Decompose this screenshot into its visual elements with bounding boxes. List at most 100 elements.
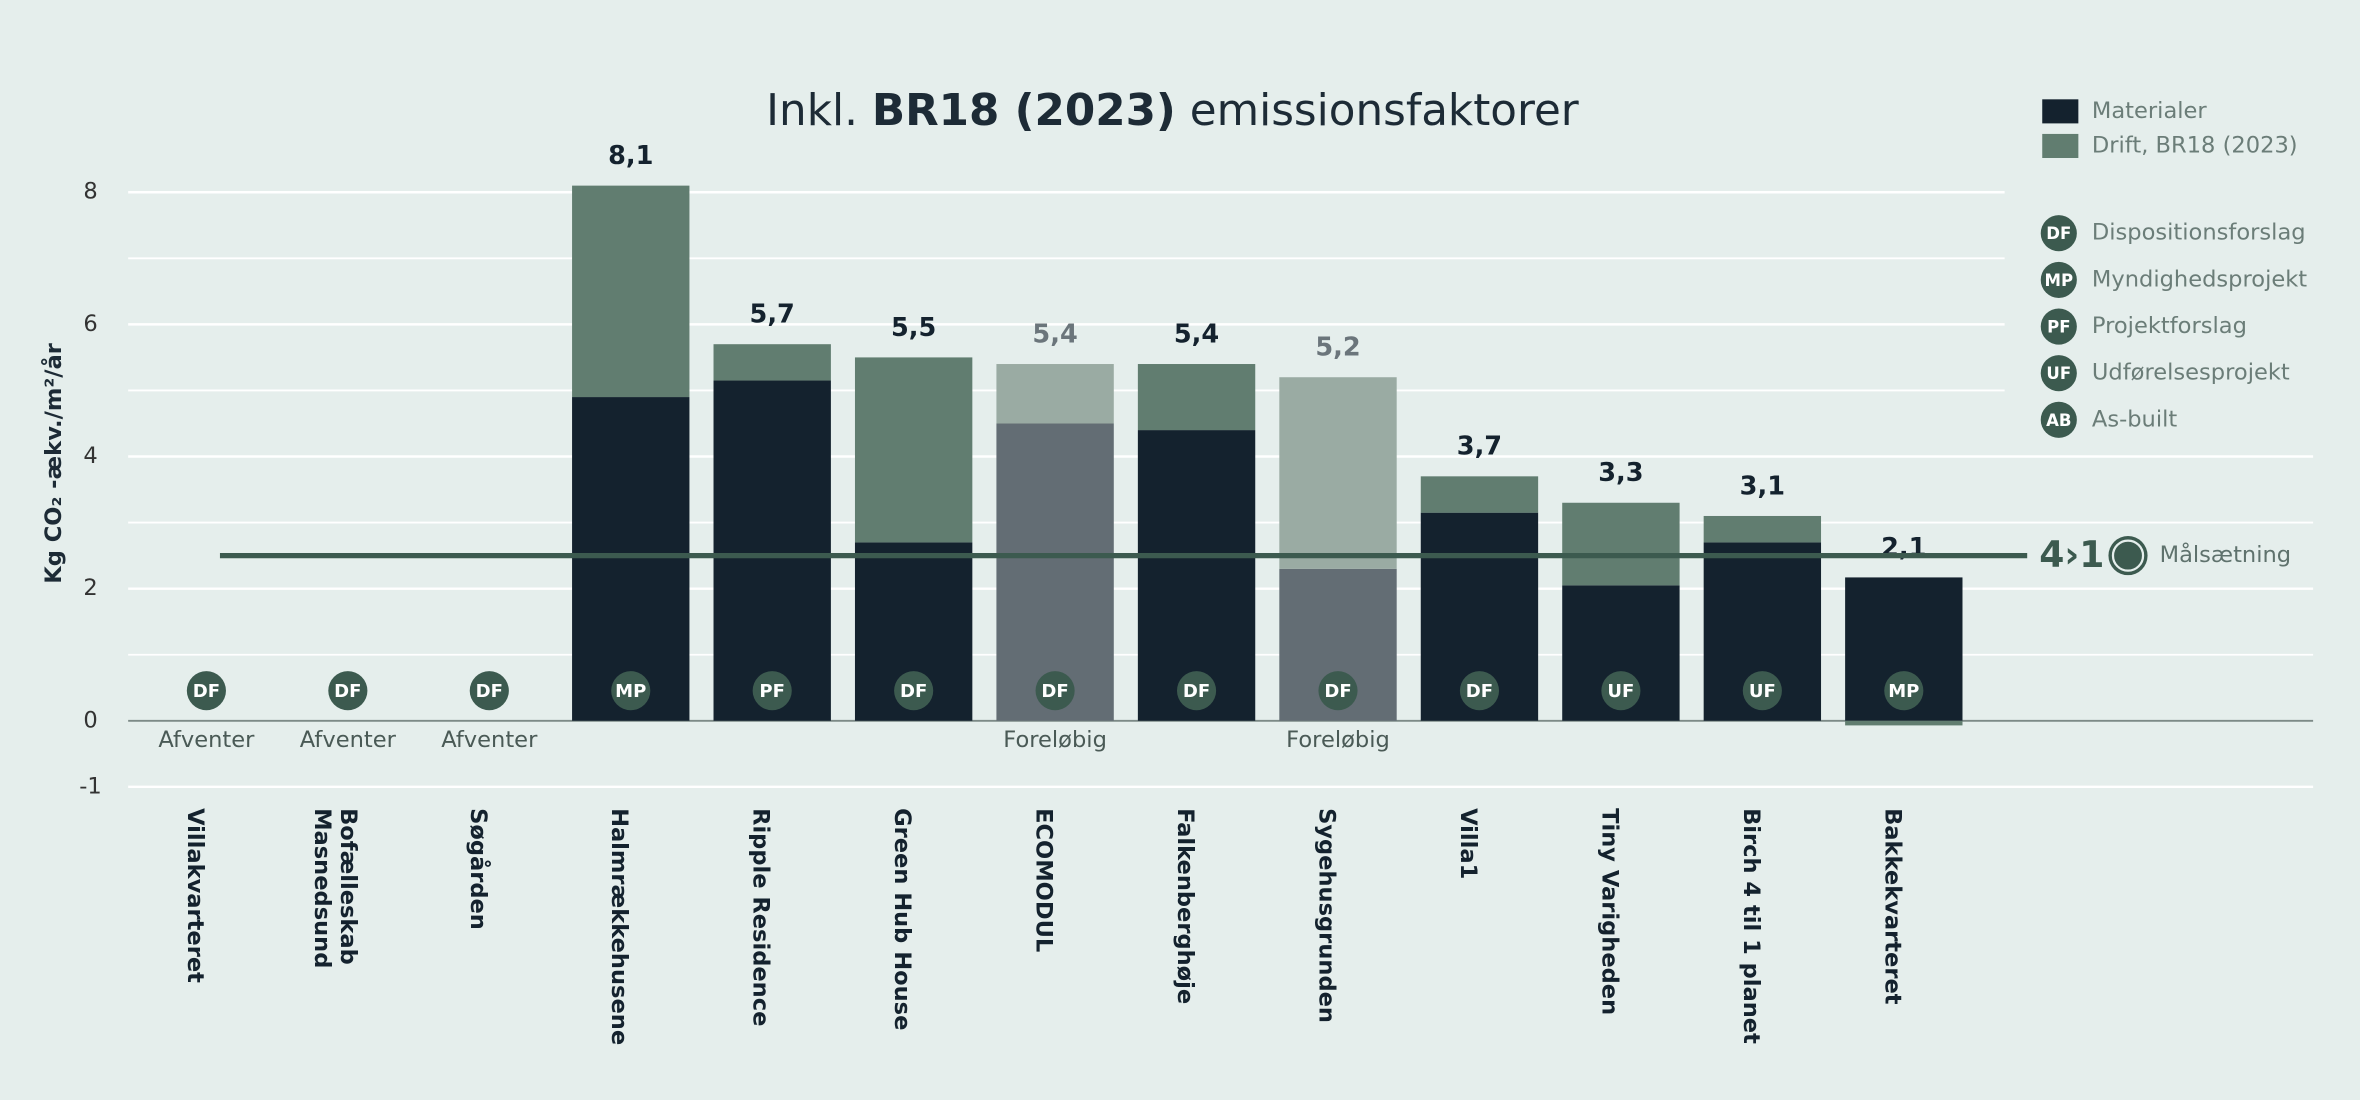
x-tick-label: Halmrækkehusene — [606, 808, 632, 1045]
phase-badge-label: DF — [900, 681, 927, 702]
target-label: Målsætning — [2160, 540, 2292, 568]
bar-segment — [1137, 364, 1256, 431]
phase-legend-label: Projektforslag — [2092, 313, 2247, 339]
phase-legend-badge — [2040, 401, 2077, 438]
phase-badge-label: UF — [1607, 681, 1634, 702]
bar-segment — [572, 397, 690, 721]
x-tick-label: Bakkekvarteret — [1879, 808, 1905, 1005]
total-label: 3,1 — [1740, 471, 1785, 501]
bar-segment — [1279, 377, 1397, 569]
phase-badge — [611, 671, 651, 711]
globe-ring — [2111, 539, 2145, 572]
target-logo: 4›1 — [2039, 533, 2104, 576]
phase-badge — [328, 671, 368, 711]
phase-badge-label: DF — [193, 681, 220, 702]
x-tick-label: Sygehusgrunden — [1313, 808, 1339, 1023]
x-tick-label: Villa1 — [1455, 808, 1481, 879]
y-tick-label: 0 — [83, 707, 97, 733]
x-tick-label: Ripple Residence — [748, 808, 774, 1026]
y-tick-label: 2 — [83, 575, 97, 601]
y-axis-label: Kg CO₂ -ækv./m²/år — [40, 342, 67, 584]
x-tick-label: ECOMODUL — [1031, 808, 1057, 952]
phase-badge-label: DF — [1041, 681, 1068, 702]
status-note: Afventer — [158, 727, 255, 753]
phase-badge — [1459, 671, 1500, 711]
total-label: 5,5 — [891, 313, 936, 343]
status-note: Foreløbig — [1286, 727, 1390, 753]
legend-label: Materialer — [2092, 98, 2208, 124]
y-tick-label: -1 — [79, 773, 102, 799]
phase-legend-label: Udførelsesprojekt — [2092, 360, 2290, 386]
phase-badge — [1884, 671, 1924, 711]
title-part: BR18 (2023) — [872, 86, 1176, 136]
status-note: Afventer — [300, 727, 397, 753]
x-tick-label: BofælleskabMasnedsund — [309, 808, 361, 968]
title-part: Inkl. — [766, 86, 872, 136]
x-tick-label: Tiny Varigheden — [1596, 808, 1622, 1015]
phase-legend-badge — [2040, 215, 2077, 252]
total-label: 8,1 — [608, 141, 653, 171]
phase-badge — [186, 671, 226, 711]
x-tick-label: Falkenberghøje — [1172, 808, 1198, 1004]
phase-badge-label: DF — [1324, 681, 1351, 702]
bar-segment — [572, 185, 690, 398]
phase-badge — [1318, 671, 1358, 711]
phase-legend-code: DF — [2046, 224, 2071, 243]
phase-legend-label: Dispositionsforslag — [2092, 220, 2306, 246]
x-tick-label: Birch 4 til 1 planet — [1738, 808, 1764, 1044]
legend-label: Drift, BR18 (2023) — [2092, 132, 2298, 158]
bar-segment — [1703, 515, 1822, 543]
phase-legend-code: UF — [2046, 364, 2071, 383]
phase-legend-code: PF — [2047, 318, 2070, 337]
phase-badge-label: MP — [1888, 681, 1919, 702]
total-label: 3,3 — [1598, 458, 1643, 488]
chart-title: Inkl. BR18 (2023) emissionsfaktorer — [766, 86, 1579, 136]
phase-legend-badge — [2040, 355, 2077, 392]
phase-legend-label: As-built — [2092, 406, 2177, 432]
phase-badge — [1176, 671, 1217, 711]
bar-segment — [713, 380, 831, 721]
phase-badge — [469, 671, 509, 711]
phase-badge-label: DF — [1466, 681, 1493, 702]
phase-badge — [1742, 671, 1782, 711]
phase-badge-label: UF — [1749, 681, 1776, 702]
phase-legend-badge — [2040, 308, 2077, 345]
legend-swatch — [2042, 133, 2079, 159]
phase-badge — [1601, 671, 1641, 711]
bar-segment — [1420, 476, 1539, 513]
phase-legend-badge — [2040, 261, 2077, 298]
title-part: emissionsfaktorer — [1176, 86, 1579, 136]
phase-badge — [1035, 671, 1075, 711]
phase-legend-label: Myndighedsprojekt — [2092, 266, 2307, 292]
bar-segment — [996, 364, 1114, 424]
y-tick-label: 6 — [83, 311, 97, 337]
phase-legend-code: MP — [2044, 271, 2073, 290]
total-label: 5,7 — [750, 300, 795, 330]
phase-badge — [752, 671, 792, 711]
total-label: 3,7 — [1457, 432, 1502, 462]
y-tick-label: 4 — [83, 443, 97, 469]
x-tick-label: Søgården — [465, 808, 492, 930]
phase-badge-label: PF — [759, 681, 785, 702]
phase-badge-label: DF — [476, 681, 503, 702]
legend-swatch — [2042, 99, 2079, 124]
total-label: 5,4 — [1032, 319, 1077, 349]
phase-legend-code: AB — [2046, 411, 2071, 430]
phase-badge-label: DF — [334, 681, 361, 702]
bar-segment — [854, 357, 973, 543]
y-tick-label: 8 — [83, 179, 97, 205]
phase-badge-label: DF — [1183, 681, 1210, 702]
x-tick-label: Villakvarteret — [182, 808, 208, 983]
bar-segment — [1845, 720, 1963, 726]
bar-segment — [713, 344, 831, 381]
total-label: 2,1 — [1881, 533, 1926, 563]
total-label: 5,4 — [1174, 319, 1219, 349]
globe-icon — [2108, 536, 2148, 576]
status-note: Foreløbig — [1003, 727, 1107, 753]
x-tick-label: Green Hub House — [889, 808, 915, 1030]
total-label: 5,2 — [1315, 333, 1360, 363]
status-note: Afventer — [441, 727, 538, 753]
bar-segment — [1562, 502, 1680, 586]
